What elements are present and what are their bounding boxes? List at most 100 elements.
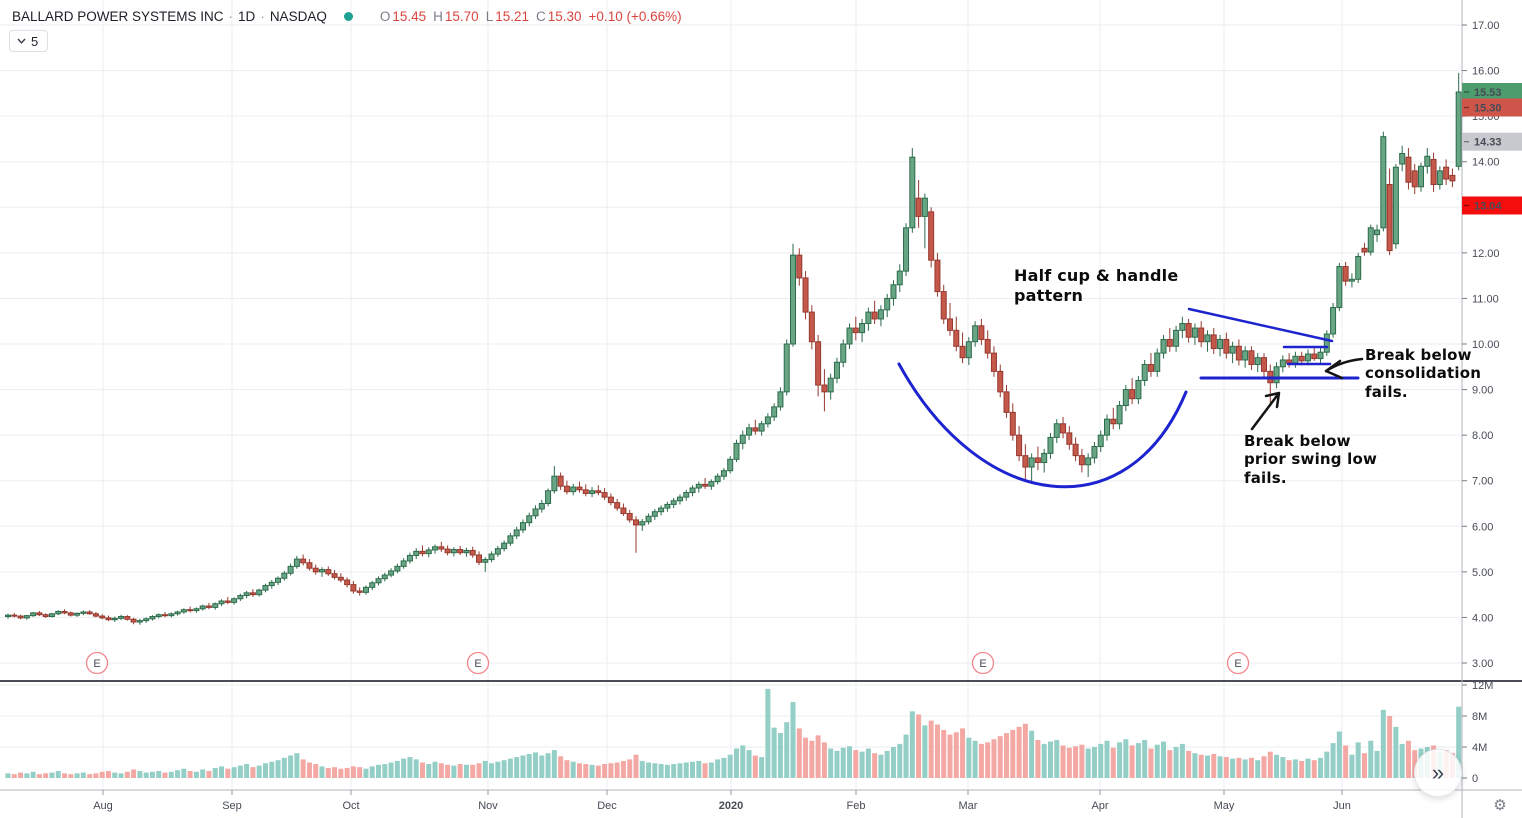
volume-bar: [162, 772, 168, 778]
candle-body: [199, 605, 206, 610]
candle-body: [727, 458, 734, 472]
candle-body: [777, 391, 784, 408]
candle-body: [934, 259, 941, 293]
volume-bar: [1066, 747, 1072, 778]
candle-body: [695, 483, 702, 489]
half-cup-curve[interactable]: [897, 362, 1188, 489]
volume-bar: [269, 761, 275, 778]
candle-body: [1060, 423, 1067, 434]
candle-body: [136, 620, 143, 623]
volume-bar: [501, 760, 507, 778]
candle-body: [1091, 446, 1098, 459]
price-tick-label: 14.00: [1472, 157, 1500, 169]
arrow-swing-low[interactable]: [1250, 391, 1281, 431]
volume-bar: [1085, 748, 1091, 778]
volume-bar: [1286, 760, 1292, 778]
candle-body: [645, 515, 652, 523]
handle-trendline[interactable]: [1187, 307, 1334, 343]
axis-settings-button[interactable]: ⚙: [1478, 792, 1522, 818]
volume-bar: [683, 762, 689, 778]
volume-bar: [1022, 723, 1028, 778]
price-tick-label: 8.00: [1472, 430, 1493, 442]
low-label: L: [485, 9, 494, 24]
symbol-title[interactable]: BALLARD POWER SYSTEMS INC: [12, 9, 224, 24]
candle-body: [356, 590, 363, 593]
volume-bar: [80, 772, 86, 778]
volume-bar: [1343, 745, 1349, 778]
candle-body: [205, 605, 212, 608]
candle-body: [488, 553, 495, 561]
volume-bar: [30, 771, 36, 778]
volume-bar: [74, 773, 80, 778]
candle-body: [909, 156, 916, 229]
annotation-break-consolidation[interactable]: Break below consolidation fails.: [1365, 346, 1482, 401]
candle-body: [1210, 334, 1217, 350]
candle-body: [1330, 307, 1337, 335]
price-tick-label: 10.00: [1472, 339, 1500, 351]
earnings-marker-circle[interactable]: [971, 651, 995, 675]
volume-bar: [771, 727, 777, 778]
annotation-half-cup[interactable]: Half cup & handle pattern: [1014, 266, 1179, 305]
volume-bar: [1242, 759, 1248, 778]
volume-bar: [288, 755, 294, 778]
volume-bar: [5, 773, 11, 778]
volume-bar: [809, 740, 815, 778]
candle-body: [1355, 256, 1362, 280]
interval-label[interactable]: 1D: [238, 9, 256, 24]
legend-collapse-chip[interactable]: 5: [9, 30, 49, 52]
volume-bar: [306, 762, 312, 778]
earnings-marker-circle[interactable]: [85, 651, 109, 675]
price-tick-label: 9.00: [1472, 385, 1493, 397]
volume-bar: [168, 771, 174, 778]
volume-bar: [583, 764, 589, 778]
arrow-consolidation[interactable]: [1324, 357, 1364, 380]
candle-body: [1424, 155, 1431, 167]
volume-bar: [1387, 716, 1393, 778]
candle-body: [965, 341, 972, 359]
volume-bar: [495, 761, 501, 778]
volume-bar: [733, 748, 739, 778]
candle-body: [1342, 266, 1349, 282]
candle-body: [450, 549, 457, 554]
volume-bar: [859, 751, 865, 778]
volume-bar: [24, 773, 30, 778]
drawing-objects[interactable]: [897, 307, 1364, 489]
candle-body: [1185, 323, 1192, 338]
candle-body: [256, 589, 263, 596]
volume-bar: [1230, 758, 1236, 778]
candle-body: [513, 529, 520, 537]
volume-bar: [36, 774, 42, 778]
candle-body: [607, 496, 614, 504]
price-label-badge: [1462, 196, 1522, 215]
volume-bar: [212, 767, 218, 778]
legend-collapse-count: 5: [31, 33, 39, 49]
annotation-break-swing-low[interactable]: Break below prior swing low fails.: [1244, 432, 1378, 487]
candle-body: [476, 554, 482, 563]
earnings-marker-circle[interactable]: [1226, 651, 1250, 675]
volume-bar: [1041, 743, 1047, 778]
candle-body: [526, 515, 533, 524]
volume-bar: [1029, 730, 1035, 778]
earnings-marker-circle[interactable]: [466, 651, 490, 675]
volume-bar: [884, 750, 890, 778]
volume-bar: [1236, 757, 1242, 778]
volume-bar: [1142, 740, 1148, 778]
volume-bar: [922, 725, 928, 778]
volume-bar: [426, 764, 432, 778]
candle-body: [362, 586, 369, 593]
volume-tick-label: 4M: [1472, 742, 1487, 754]
scroll-to-realtime-button[interactable]: »: [1414, 749, 1462, 797]
volume-bar: [200, 769, 206, 778]
volume-bar: [947, 734, 953, 778]
candle-body: [771, 406, 778, 418]
volume-bar: [124, 771, 130, 778]
candle-body: [896, 270, 903, 286]
volume-bar: [369, 766, 375, 778]
gridlines: [0, 0, 1462, 790]
candle-body: [231, 598, 238, 603]
candle-body: [708, 481, 715, 487]
earnings-marker-letter: E: [979, 658, 986, 670]
